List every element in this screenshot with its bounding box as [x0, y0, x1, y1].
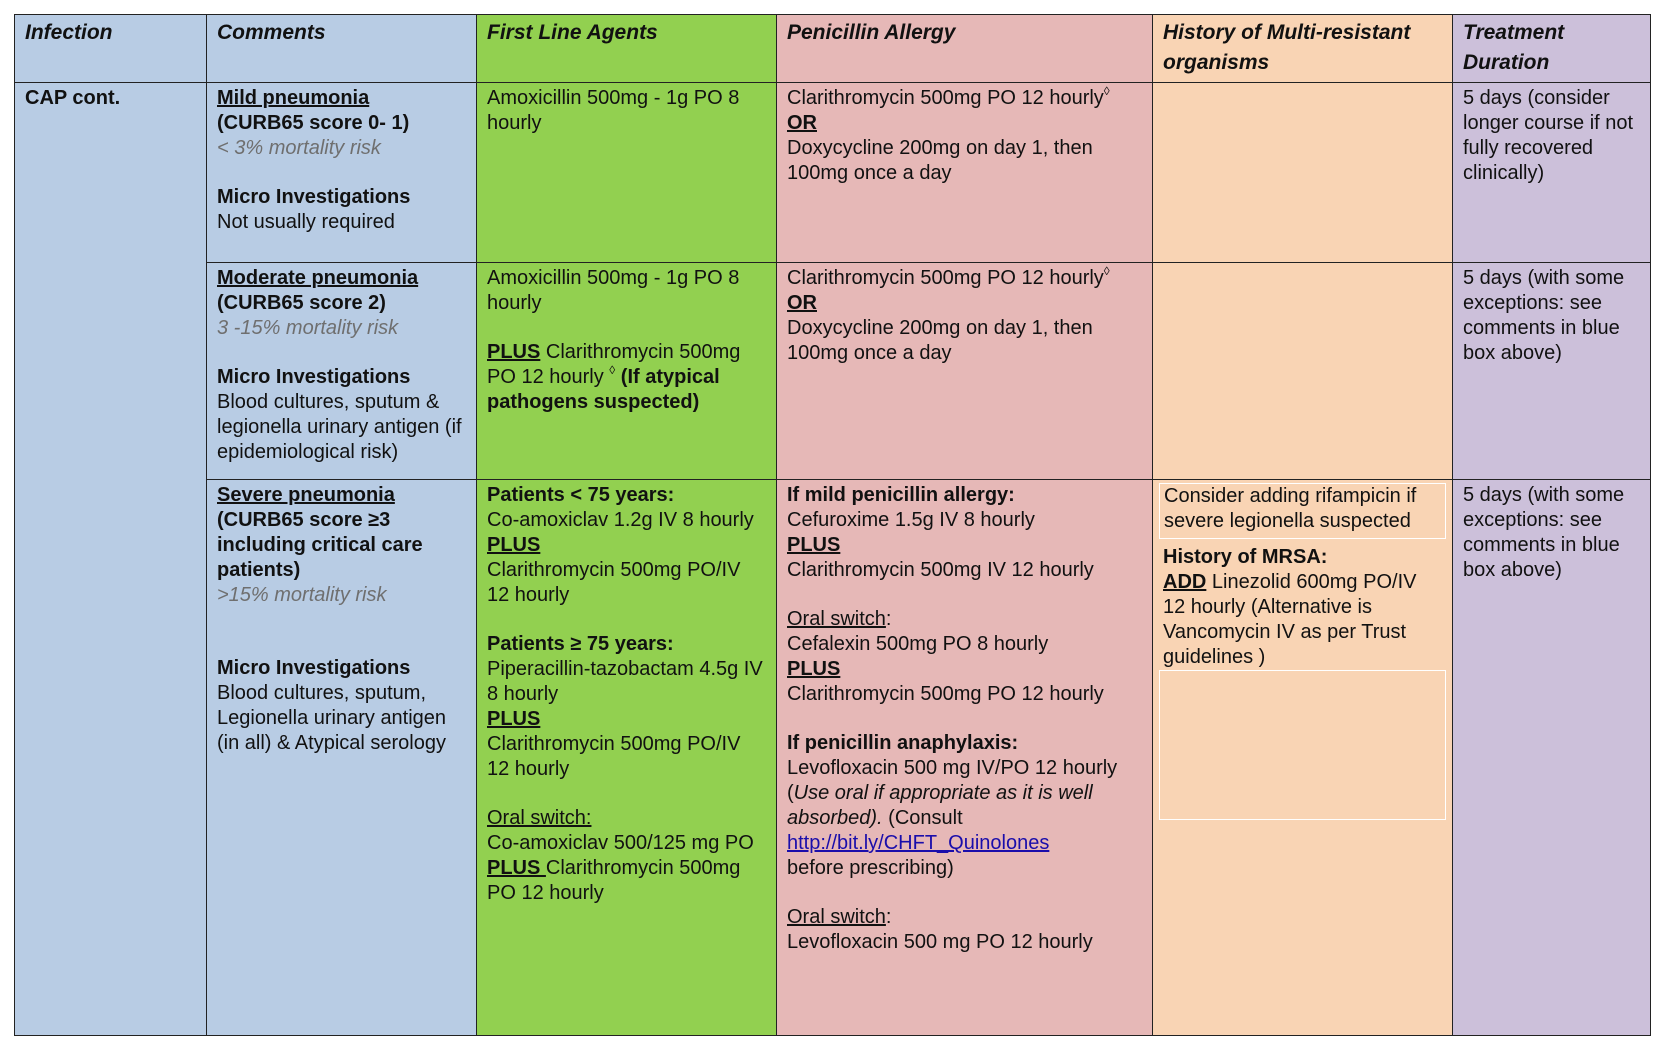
row-severe-pneumonia: Severe pneumonia (CURB65 score ≥3 includ…: [15, 479, 1651, 1036]
severe-pen-mild-heading: If mild penicillin allergy:: [787, 484, 1015, 506]
header-first-line: First Line Agents: [476, 14, 777, 83]
severe-under75-drug: Co-amoxiclav 1.2g IV 8 hourly: [487, 509, 754, 531]
severe-mdr-add-text: Linezolid 600mg PO/IV 12 hourly (Alterna…: [1163, 571, 1417, 668]
mild-pen-footnote-mark: ◊: [1103, 84, 1110, 98]
moderate-title: Moderate pneumonia: [217, 267, 419, 289]
header-treatment-duration: Treatment Duration: [1452, 14, 1651, 83]
severe-pen-oral1-heading: Oral switch: [787, 608, 886, 630]
mild-title: Mild pneumonia: [217, 87, 370, 109]
severe-pen-oral2-heading: Oral switch: [787, 906, 886, 928]
mild-risk: < 3% mortality risk: [217, 137, 381, 159]
moderate-pen-footnote-mark: ◊: [1103, 264, 1110, 278]
severe-pen-oral1-plus-drug: Clarithromycin 500mg PO 12 hourly: [787, 683, 1104, 705]
duration-mild: 5 days (consider longer course if not fu…: [1452, 82, 1651, 263]
severe-pen-oral1-colon: :: [885, 608, 892, 630]
severe-pen-oral2-colon: :: [885, 906, 892, 928]
severe-oral-switch-heading: Oral switch:: [487, 807, 592, 829]
duration-moderate: 5 days (with some exceptions: see commen…: [1452, 262, 1651, 480]
moderate-pen-or: OR: [787, 292, 817, 314]
moderate-plus-condition: (If atypical pathogens suspected): [487, 366, 720, 413]
header-penicillin-allergy: Penicillin Allergy: [776, 14, 1153, 83]
severe-over75-drug: Piperacillin-tazobactam 4.5g IV 8 hourly: [487, 658, 763, 705]
severe-micro-heading: Micro Investigations: [217, 657, 411, 679]
moderate-footnote-mark: ◊: [609, 363, 616, 377]
severe-over75-plus: PLUS: [487, 708, 541, 730]
mdr-severe: Consider adding rifampicin if severe leg…: [1152, 479, 1453, 1036]
severe-mdr-mrsa-heading: History of MRSA:: [1163, 546, 1328, 568]
mild-pen-line1: Clarithromycin 500mg PO 12 hourly: [787, 87, 1104, 109]
severe-pen-plus2: PLUS: [787, 658, 841, 680]
first-line-moderate: Amoxicillin 500mg - 1g PO 8 hourly PLUS …: [476, 262, 777, 480]
severe-pen-mild-plus-drug: Clarithromycin 500mg IV 12 hourly: [787, 559, 1094, 581]
severe-pen-anaph-consult: (Consult: [882, 807, 963, 829]
mdr-moderate: [1152, 262, 1453, 480]
header-infection: Infection: [14, 14, 207, 83]
moderate-pen-line2: Doxycycline 200mg on day 1, then 100mg o…: [787, 317, 1093, 364]
row-moderate-pneumonia: Moderate pneumonia (CURB65 score 2) 3 -1…: [15, 262, 1651, 480]
moderate-pen-line1: Clarithromycin 500mg PO 12 hourly: [787, 267, 1104, 289]
severe-oral-plus-drug: Clarithromycin 500mg PO 12 hourly: [487, 857, 741, 904]
penicillin-moderate: Clarithromycin 500mg PO 12 hourly◊ OR Do…: [776, 262, 1153, 480]
antibiotic-guideline-table: Infection Comments First Line Agents Pen…: [14, 14, 1651, 1036]
mild-micro-text: Not usually required: [217, 211, 395, 233]
comments-mild: Mild pneumonia (CURB65 score 0- 1) < 3% …: [206, 82, 477, 263]
severe-score: (CURB65 score ≥3 including critical care…: [217, 509, 423, 581]
moderate-first-line-drug: Amoxicillin 500mg - 1g PO 8 hourly: [487, 267, 740, 314]
penicillin-mild: Clarithromycin 500mg PO 12 hourly◊ OR Do…: [776, 82, 1153, 263]
moderate-micro-text: Blood cultures, sputum & legionella urin…: [217, 391, 462, 463]
penicillin-severe: If mild penicillin allergy: Cefuroxime 1…: [776, 479, 1153, 1036]
mild-pen-or: OR: [787, 112, 817, 134]
severe-mdr-add: ADD: [1163, 571, 1207, 593]
quinolones-link[interactable]: http://bit.ly/CHFT_Quinolones: [787, 832, 1050, 854]
severe-pen-anaphylaxis-drug: Levofloxacin 500 mg IV/PO 12 hourly: [787, 757, 1118, 779]
severe-pen-before-prescribing: before prescribing): [787, 857, 954, 879]
mild-pen-line2: Doxycycline 200mg on day 1, then 100mg o…: [787, 137, 1093, 184]
severe-pen-anaphylaxis-heading: If penicillin anaphylaxis:: [787, 732, 1019, 754]
mild-first-line-drug: Amoxicillin 500mg - 1g PO 8 hourly: [487, 87, 740, 134]
severe-mdr-rifampicin: Consider adding rifampicin if severe leg…: [1164, 485, 1417, 532]
severe-pen-oral1-drug: Cefalexin 500mg PO 8 hourly: [787, 633, 1049, 655]
header-comments: Comments: [206, 14, 477, 83]
severe-over75-plus-drug: Clarithromycin 500mg PO/IV 12 hourly: [487, 733, 741, 780]
infection-label: CAP cont.: [25, 87, 121, 109]
moderate-plus: PLUS: [487, 341, 541, 363]
moderate-score: (CURB65 score 2): [217, 292, 386, 314]
duration-severe: 5 days (with some exceptions: see commen…: [1452, 479, 1651, 1036]
severe-under75-heading: Patients < 75 years:: [487, 484, 675, 506]
severe-under75-plus: PLUS: [487, 534, 541, 556]
severe-pen-mild-drug: Cefuroxime 1.5g IV 8 hourly: [787, 509, 1035, 531]
moderate-plus-text: Clarithromycin 500mg PO 12 hourly: [487, 341, 741, 388]
severe-pen-anaph-note: Use oral if appropriate as it is well ab…: [787, 782, 1093, 829]
row-mild-pneumonia: CAP cont. Mild pneumonia (CURB65 score 0…: [14, 82, 1651, 1036]
rifampicin-box: Consider adding rifampicin if severe leg…: [1159, 483, 1446, 539]
severe-oral-plus: PLUS: [487, 857, 546, 879]
severe-pen-plus1: PLUS: [787, 534, 841, 556]
severe-risk: >15% mortality risk: [217, 584, 387, 606]
mild-micro-heading: Micro Investigations: [217, 186, 411, 208]
mdr-mild: [1152, 82, 1453, 263]
moderate-micro-heading: Micro Investigations: [217, 366, 411, 388]
severe-title: Severe pneumonia: [217, 484, 395, 506]
moderate-duration: 5 days (with some exceptions: see commen…: [1463, 267, 1625, 364]
header-multi-resistant: History of Multi-resistant organisms: [1152, 14, 1453, 83]
mild-score: (CURB65 score 0- 1): [217, 112, 410, 134]
severe-duration: 5 days (with some exceptions: see commen…: [1463, 484, 1625, 581]
empty-note-box: [1159, 670, 1446, 820]
moderate-risk: 3 -15% mortality risk: [217, 317, 399, 339]
comments-severe: Severe pneumonia (CURB65 score ≥3 includ…: [206, 479, 477, 1036]
header-row: Infection Comments First Line Agents Pen…: [14, 14, 1651, 83]
first-line-severe: Patients < 75 years: Co-amoxiclav 1.2g I…: [476, 479, 777, 1036]
severe-oral-switch-drug: Co-amoxiclav 500/125 mg PO: [487, 832, 754, 854]
mild-duration: 5 days (consider longer course if not fu…: [1463, 87, 1634, 184]
severe-pen-anaph-open: (: [787, 782, 794, 804]
severe-micro-text: Blood cultures, sputum, Legionella urina…: [217, 682, 447, 754]
severe-under75-plus-drug: Clarithromycin 500mg PO/IV 12 hourly: [487, 559, 741, 606]
first-line-mild: Amoxicillin 500mg - 1g PO 8 hourly: [476, 82, 777, 263]
comments-moderate: Moderate pneumonia (CURB65 score 2) 3 -1…: [206, 262, 477, 480]
severe-over75-heading: Patients ≥ 75 years:: [487, 633, 674, 655]
infection-cell: CAP cont.: [14, 82, 207, 1036]
severe-pen-oral2-drug: Levofloxacin 500 mg PO 12 hourly: [787, 931, 1093, 953]
